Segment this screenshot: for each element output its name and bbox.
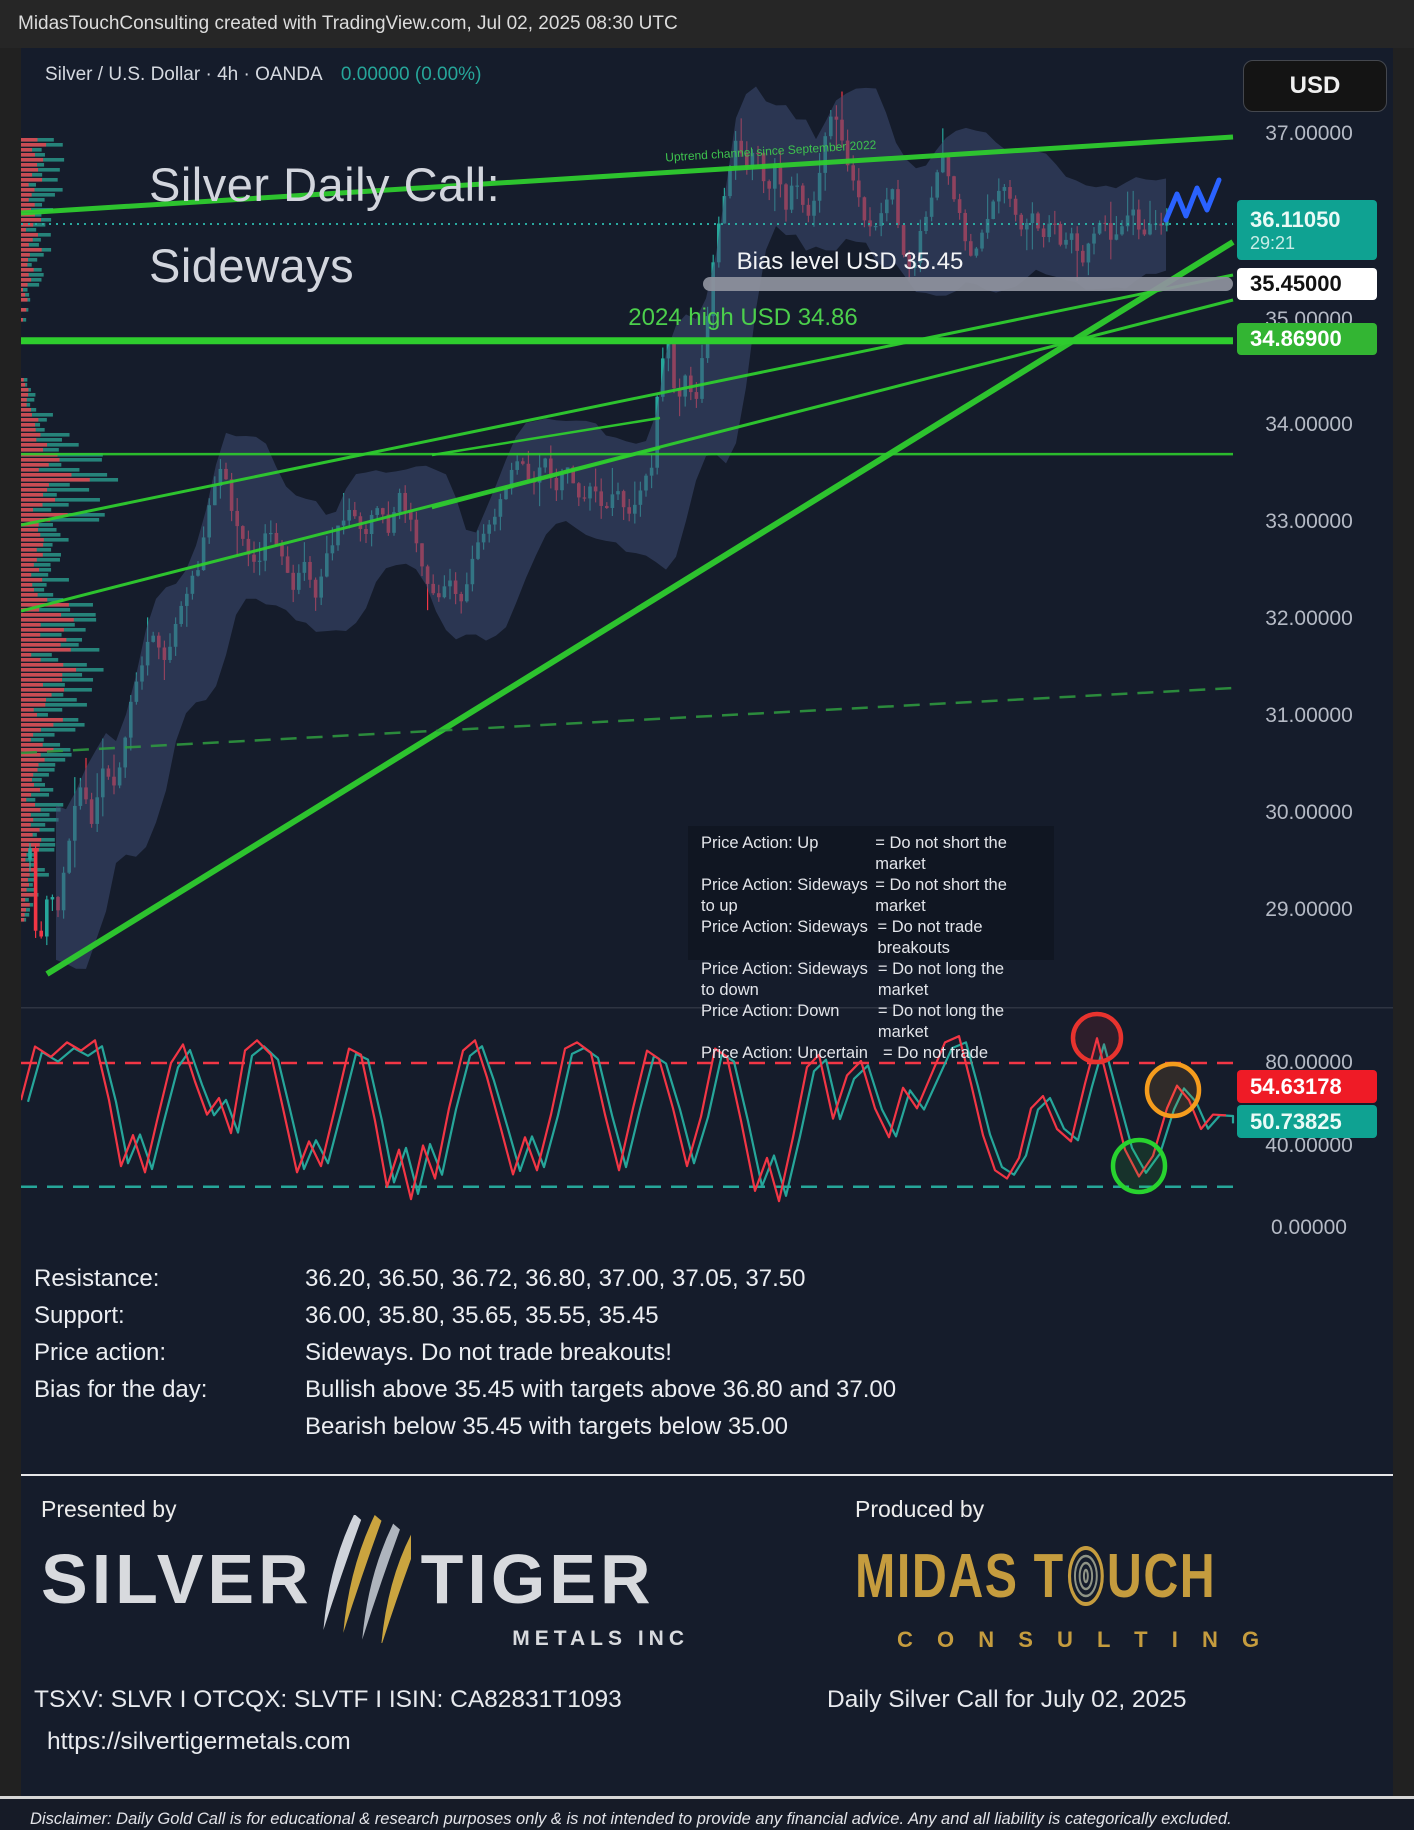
summary-row: Resistance: 36.20, 36.50, 36.72, 36.80, 3… [34,1265,806,1292]
brand-footer: Presented by SILVER TIGER METALS INC [21,1476,1393,1672]
price-tick: 34.00000 [1265,413,1353,436]
ticker-footer: TSXV: SLVR I OTCQX: SLVTF I ISIN: CA8283… [21,1672,1393,1776]
currency-button[interactable]: USD [1243,60,1387,112]
rsi-value-badge: 54.63178 [1237,1070,1377,1103]
website-link[interactable]: https://silvertigermetals.com [47,1728,351,1755]
pane-divider [21,1007,1393,1008]
produced-by-label: Produced by [855,1496,985,1522]
watermark-bar: MidasTouchConsulting created with Tradin… [0,0,1414,48]
high-2024-badge: 34.86900 [1237,323,1377,355]
legend-row: Price Action: Sideways to up = Do not sho… [701,876,1007,915]
summary-row: Bearish below 35.45 with targets below 3… [305,1413,788,1440]
price-tick: 32.00000 [1265,607,1353,630]
disclaimer-divider [0,1796,1414,1799]
price-tick: 33.00000 [1265,510,1353,533]
tiger-wordmark: TIGER [420,1540,655,1618]
price-tick: 29.00000 [1265,898,1353,921]
presented-by-label: Presented by [41,1496,177,1522]
legend-row: Price Action: Sideways = Do not trade bre… [701,918,983,957]
bias-level-badge: 35.45000 [1237,268,1377,300]
silver-tiger-block: Presented by SILVER TIGER METALS INC [21,1476,693,1672]
summary-row: Support: 36.00, 35.80, 35.65, 35.55, 35.4… [34,1302,659,1329]
bias-annotation: Bias level USD 35.45 [736,248,964,275]
daily-call-title: Daily Silver Call for July 02, 2025 [827,1686,1187,1713]
fingerprint-icon [1067,1545,1104,1607]
page-title: Silver Daily Call: Sideways [149,144,500,306]
daily-call-summary: Resistance: 36.20, 36.50, 36.72, 36.80, 3… [21,1250,1393,1474]
spacer [21,1776,1393,1796]
rsi-chart-svg [21,1008,1393,1203]
title-line-1: Silver Daily Call: [149,158,501,211]
disclaimer-bar: Disclaimer: Daily Gold Call is for educa… [0,1799,1414,1830]
silver-wordmark: SILVER [41,1540,313,1618]
rsi-tick: 0.00000 [1271,1216,1347,1239]
last-price-badge: 36.11050 29:21 [1237,200,1377,260]
legend-row: Price Action: Down = Do not long the mark… [701,1002,1005,1041]
chart-screenshot: Silver / U.S. Dollar · 4h · OANDA 0.0000… [21,48,1393,1796]
legend-row: Price Action: Sideways to down = Do not l… [701,960,1005,999]
symbol-title: Silver / U.S. Dollar · 4h · OANDA [45,64,322,85]
metals-inc-label: METALS INC [512,1627,689,1650]
claw-marks-icon [323,1513,418,1648]
footer-divider [21,1474,1393,1476]
consulting-label: C O N S U L T I N G [897,1627,1269,1652]
legend-row: Price Action: Uncertain = Do not trade [701,1044,989,1062]
price-action-legend: Price Action: Up = Do not short the marke… [688,826,1054,1062]
rsi-tick: 80.00000 [1265,1051,1353,1074]
price-chart-svg [21,86,1235,977]
midas-touch-logo: MIDAS T UCH [855,1537,1275,1615]
midas-wordmark-2: UCH [1106,1541,1217,1611]
disclaimer-text: Disclaimer: Daily Gold Call is for educa… [30,1810,1232,1828]
summary-row: Price action: Sideways. Do not trade brea… [34,1339,672,1366]
legend-row: Price Action: Up = Do not short the marke… [701,834,1007,873]
rsi-tick: 40.00000 [1265,1133,1353,1157]
rsi-signal-badge: 50.73825 [1237,1105,1377,1138]
title-line-2: Sideways [149,239,355,292]
chart-area: Silver / U.S. Dollar · 4h · OANDA 0.0000… [21,48,1393,1250]
ticker-symbols: TSXV: SLVR I OTCQX: SLVTF I ISIN: CA8283… [34,1686,622,1713]
price-tick: 37.00000 [1265,122,1353,145]
summary-row: Bias for the day: Bullish above 35.45 wit… [34,1376,897,1403]
price-tick: 31.00000 [1265,704,1353,727]
watermark-text: MidasTouchConsulting created with Tradin… [18,13,678,34]
high-annotation: 2024 high USD 34.86 [628,304,858,331]
midas-touch-block: Produced by MIDAS T UCH C O N S U L T I … [693,1476,1393,1672]
silver-tiger-logo: SILVER TIGER [41,1513,693,1646]
price-change: 0.00000 (0.00%) [340,64,482,85]
midas-wordmark-1: MIDAS T [855,1541,1065,1611]
symbol-header[interactable]: Silver / U.S. Dollar · 4h · OANDA 0.0000… [45,64,481,86]
price-tick: 30.00000 [1265,801,1353,824]
